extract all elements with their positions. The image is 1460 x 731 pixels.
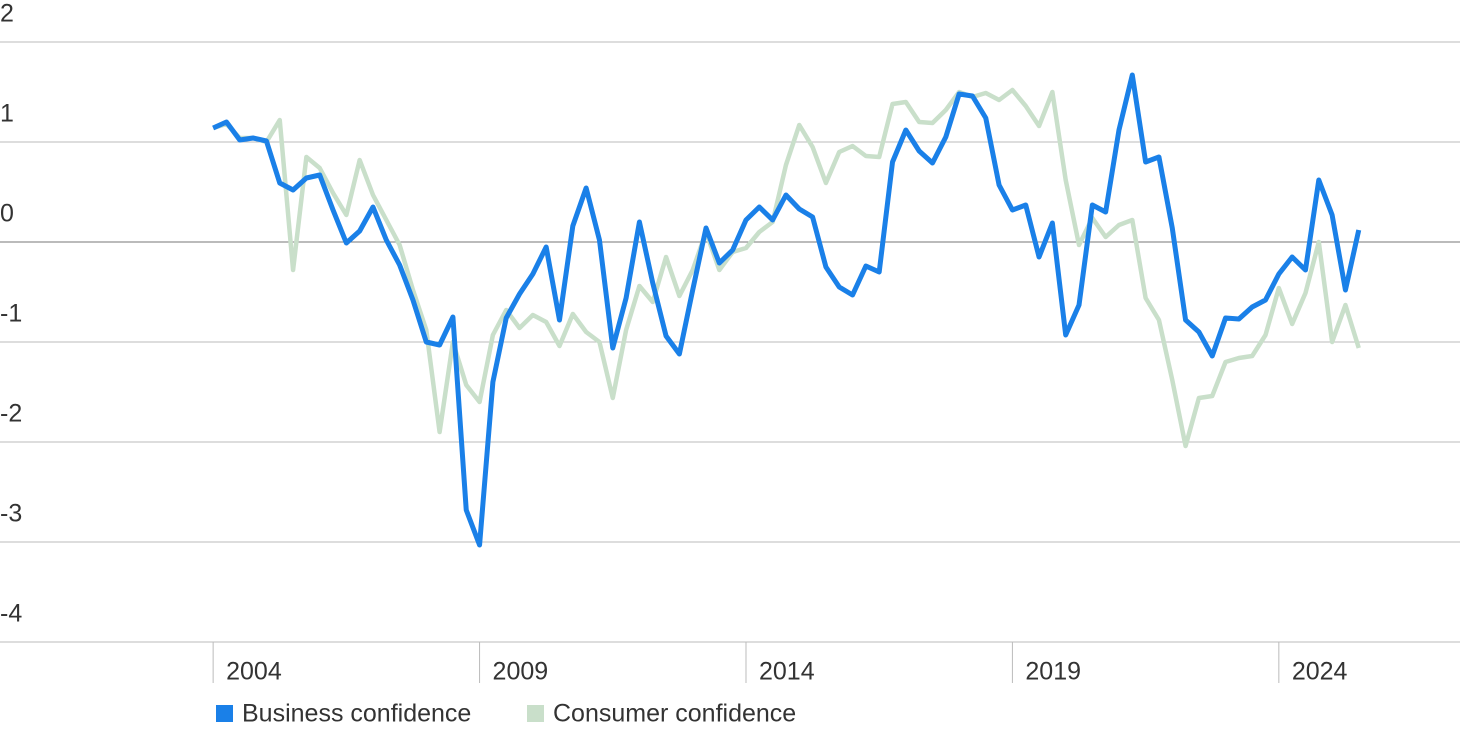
y-tick-label: 0: [0, 200, 14, 228]
x-tick-label: 2024: [1292, 658, 1348, 686]
series-line: [212, 87, 1361, 449]
y-tick-label: -3: [0, 500, 22, 528]
y-tick-label: -4: [0, 600, 22, 628]
x-tick-label: 2014: [759, 658, 815, 686]
legend-swatch: [216, 705, 233, 722]
y-tick-label: 2: [0, 0, 14, 28]
legend-swatch: [527, 705, 544, 722]
legend-label: Consumer confidence: [553, 700, 796, 728]
x-tick-label: 2009: [493, 658, 549, 686]
y-tick-label: -2: [0, 400, 22, 428]
y-tick-label: 1: [0, 100, 14, 128]
legend-label: Business confidence: [242, 700, 471, 728]
x-tick-label: 2004: [226, 658, 282, 686]
x-tick-label: 2019: [1025, 658, 1081, 686]
series-line: [212, 72, 1362, 548]
y-tick-label: -1: [0, 300, 22, 328]
